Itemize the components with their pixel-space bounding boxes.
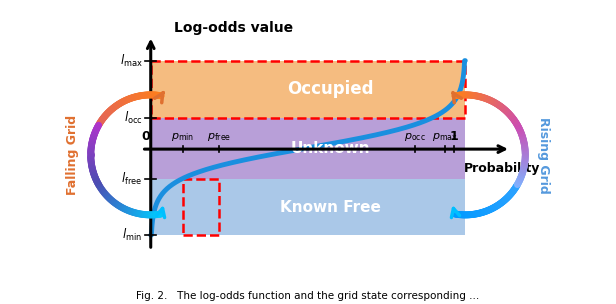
Text: $l_{\mathrm{min}}$: $l_{\mathrm{min}}$ bbox=[123, 227, 142, 243]
Text: 1: 1 bbox=[450, 130, 458, 143]
Bar bbox=[151, 60, 465, 118]
Text: $p_{\mathrm{min}}$: $p_{\mathrm{min}}$ bbox=[171, 131, 194, 143]
Bar bbox=[151, 118, 465, 179]
Text: $p_{\mathrm{occ}}$: $p_{\mathrm{occ}}$ bbox=[404, 131, 426, 143]
Text: $p_{\mathrm{free}}$: $p_{\mathrm{free}}$ bbox=[207, 131, 231, 143]
Text: Rising Grid: Rising Grid bbox=[537, 116, 549, 193]
Text: 0: 0 bbox=[142, 130, 150, 143]
Text: Fig. 2.   The log-odds function and the grid state corresponding ...: Fig. 2. The log-odds function and the gr… bbox=[136, 291, 480, 301]
Bar bbox=[151, 60, 465, 118]
Text: Probability: Probability bbox=[464, 162, 540, 174]
Text: $p_{\mathrm{max}}$: $p_{\mathrm{max}}$ bbox=[432, 131, 458, 143]
Bar bbox=[183, 179, 219, 235]
Text: Occupied: Occupied bbox=[288, 80, 374, 98]
Text: Falling Grid: Falling Grid bbox=[67, 115, 79, 195]
Text: Unknown: Unknown bbox=[291, 141, 371, 156]
Bar bbox=[151, 179, 465, 235]
Text: $l_{\mathrm{occ}}$: $l_{\mathrm{occ}}$ bbox=[124, 110, 142, 126]
Text: $l_{\mathrm{free}}$: $l_{\mathrm{free}}$ bbox=[121, 171, 142, 187]
Text: Known Free: Known Free bbox=[280, 199, 381, 215]
Text: Log-odds value: Log-odds value bbox=[174, 21, 293, 35]
Text: $l_{\mathrm{max}}$: $l_{\mathrm{max}}$ bbox=[120, 53, 142, 69]
